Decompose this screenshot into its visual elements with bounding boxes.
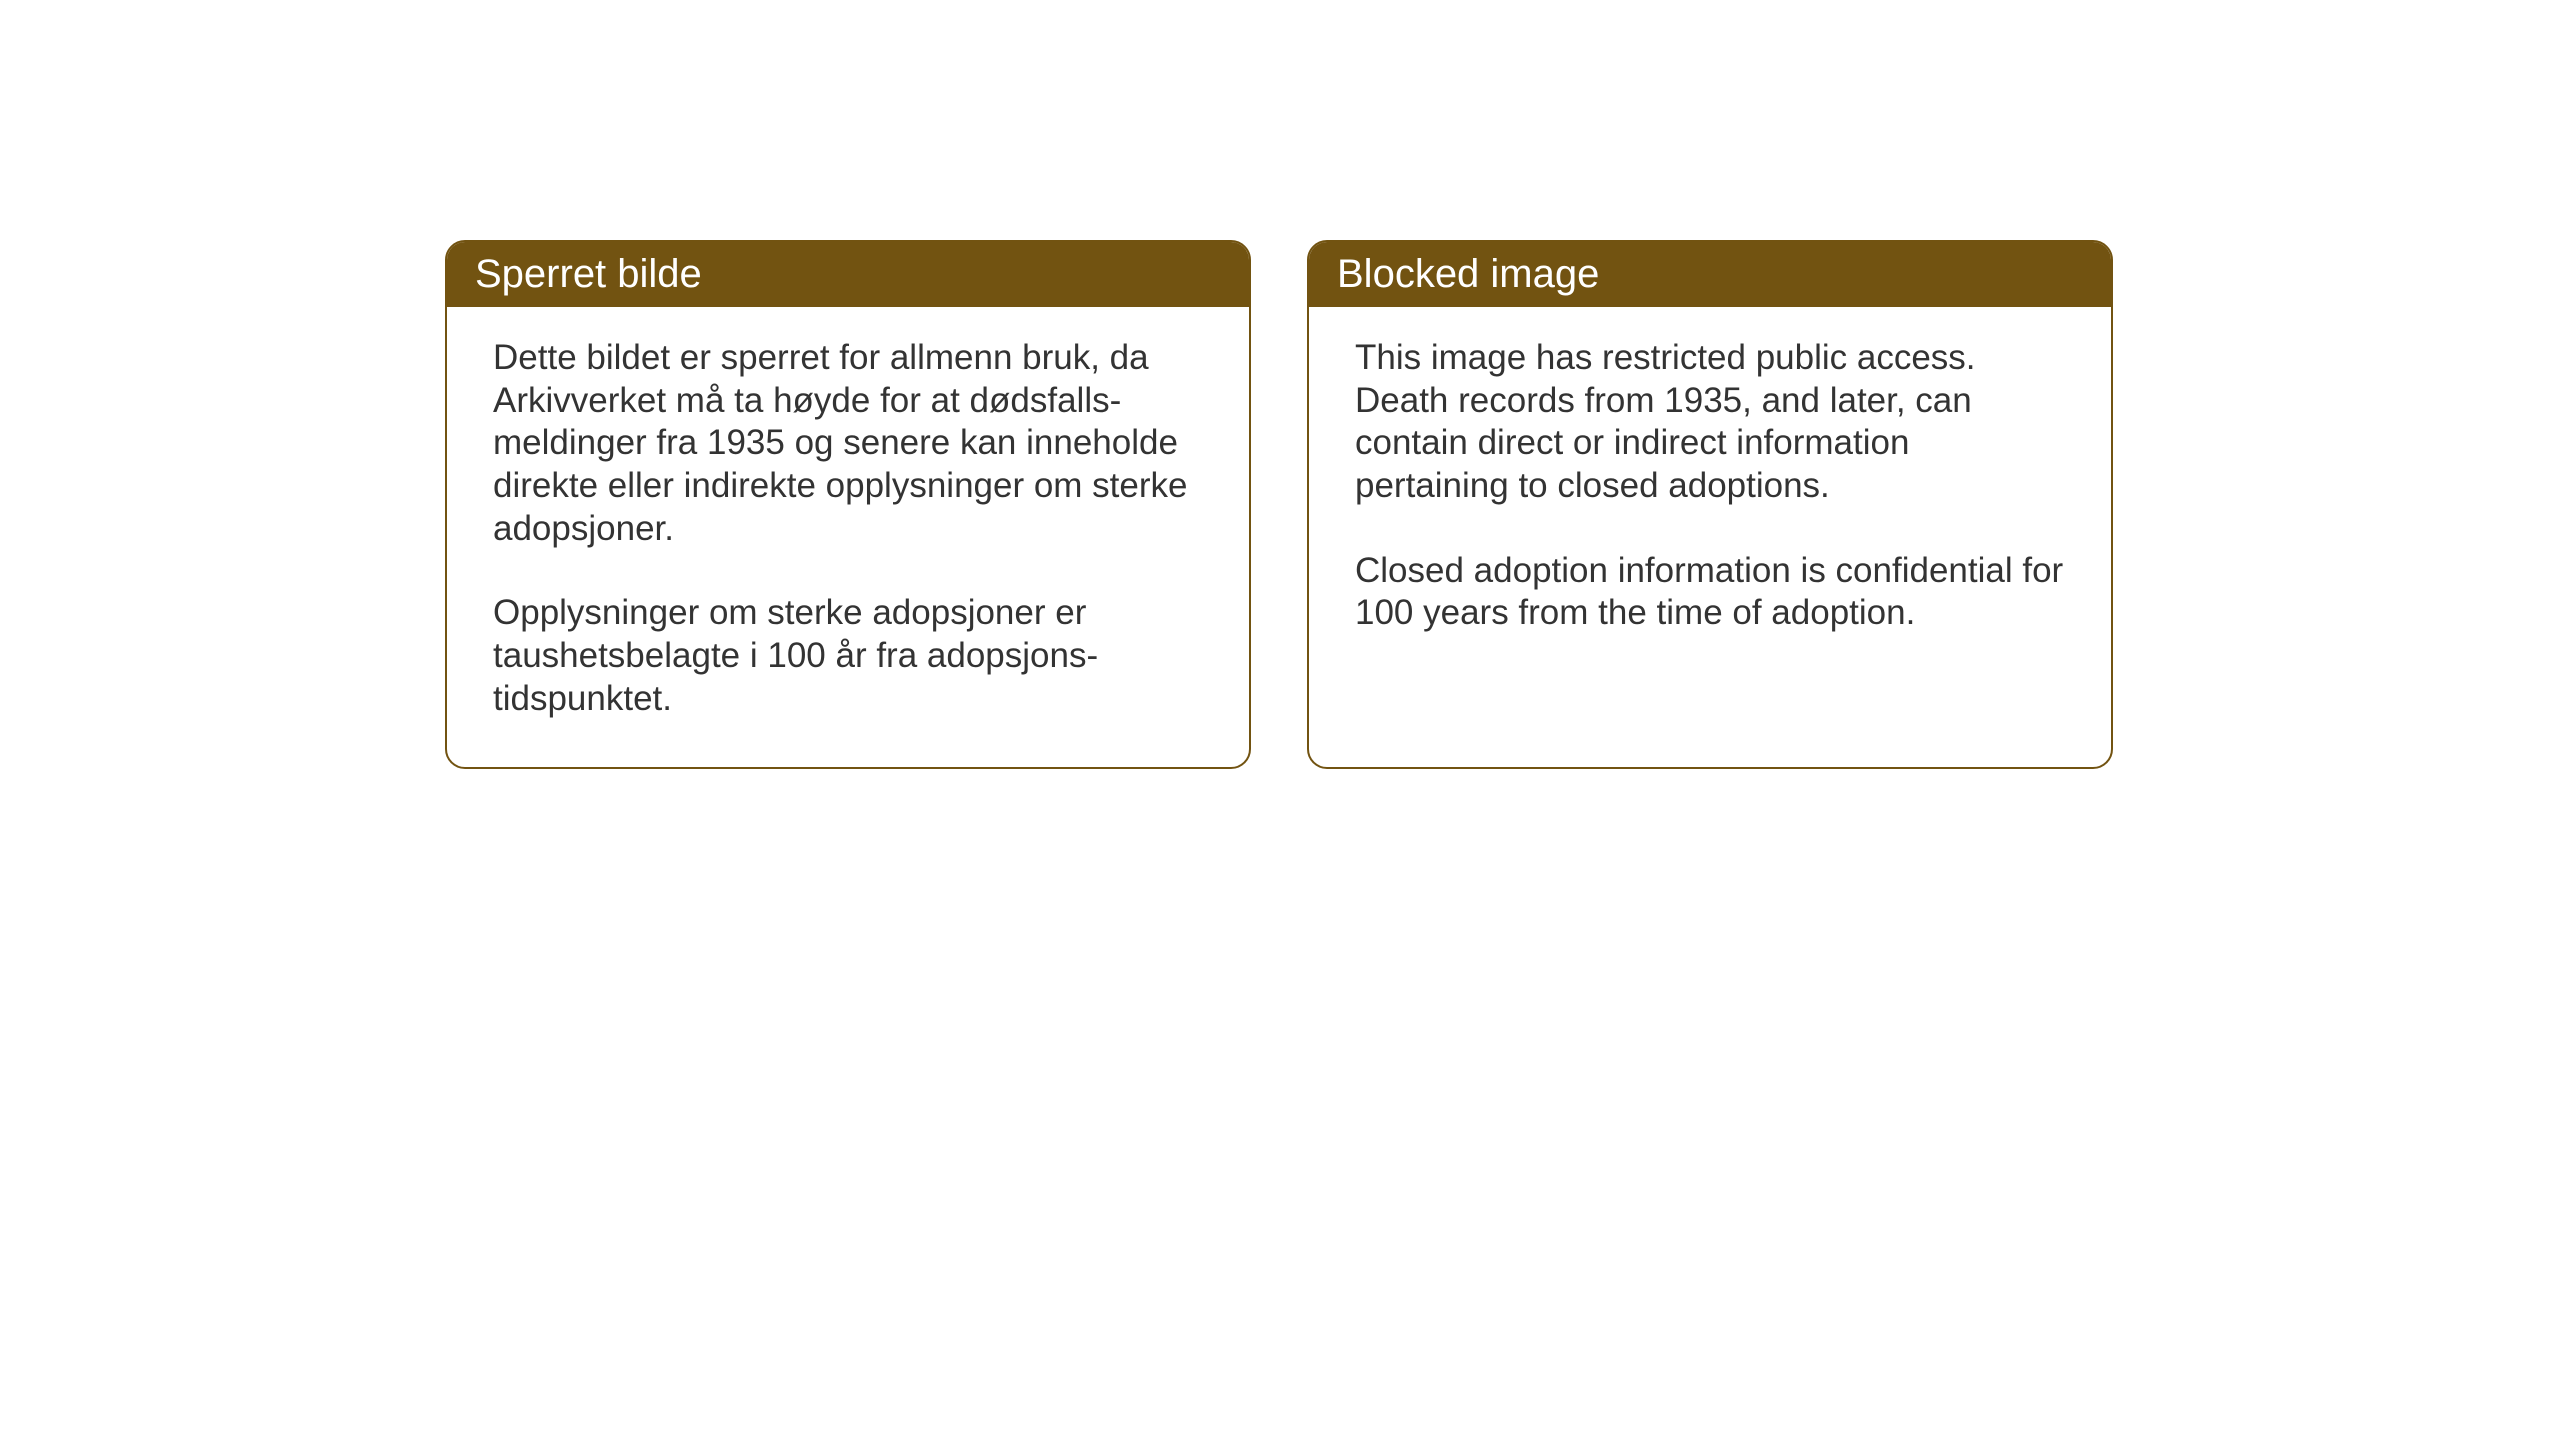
cards-container: Sperret bilde Dette bildet er sperret fo…	[445, 240, 2113, 769]
norwegian-paragraph-2: Opplysninger om sterke adopsjoner er tau…	[493, 592, 1203, 720]
norwegian-paragraph-1: Dette bildet er sperret for allmenn bruk…	[493, 337, 1203, 550]
english-card-body: This image has restricted public access.…	[1309, 307, 2111, 681]
norwegian-card-body: Dette bildet er sperret for allmenn bruk…	[447, 307, 1249, 767]
english-card-title: Blocked image	[1309, 242, 2111, 307]
english-card: Blocked image This image has restricted …	[1307, 240, 2113, 769]
english-paragraph-1: This image has restricted public access.…	[1355, 337, 2065, 508]
norwegian-card-title: Sperret bilde	[447, 242, 1249, 307]
norwegian-card: Sperret bilde Dette bildet er sperret fo…	[445, 240, 1251, 769]
english-paragraph-2: Closed adoption information is confident…	[1355, 550, 2065, 635]
